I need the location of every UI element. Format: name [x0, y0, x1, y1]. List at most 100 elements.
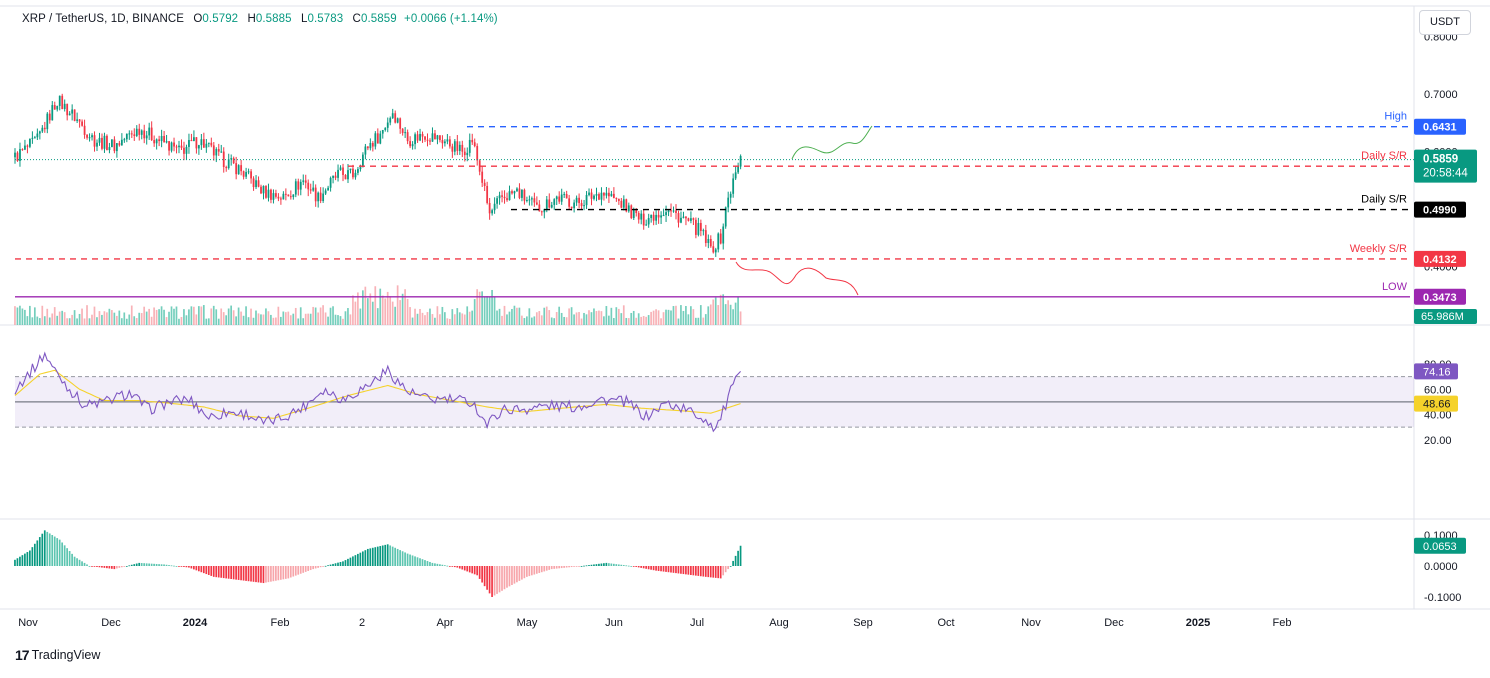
volume-bar [108, 308, 111, 325]
osc-bar [404, 552, 406, 566]
currency-button[interactable]: USDT [1419, 10, 1471, 35]
osc-bar [498, 566, 501, 593]
volume-bar [148, 308, 150, 325]
osc-bar [337, 562, 339, 566]
osc-bar [702, 566, 705, 577]
osc-bar [640, 566, 643, 568]
osc-bar [319, 566, 322, 568]
volume-bar [101, 314, 103, 325]
osc-bar [349, 557, 352, 566]
volume-bar [63, 312, 66, 325]
osc-bar [163, 564, 165, 566]
volume-bar [389, 296, 392, 325]
candle-body [113, 139, 116, 152]
candle-body [516, 188, 518, 192]
osc-tick-label: 0.0000 [1424, 561, 1458, 573]
osc-bar [98, 566, 101, 568]
candle-body [309, 189, 312, 191]
osc-bar [111, 566, 113, 569]
osc-bar [178, 566, 180, 567]
candle-body [78, 119, 81, 122]
candle-body [225, 166, 228, 169]
osc-bar [245, 566, 247, 581]
osc-bar [307, 566, 310, 571]
candle-body [14, 152, 16, 158]
candle-body [237, 165, 240, 175]
osc-bar [707, 566, 710, 578]
candle-body [260, 186, 262, 194]
volume-bar [160, 306, 163, 325]
symbol-title[interactable]: XRP / TetherUS, 1D, BINANCE [22, 13, 185, 25]
candle-body [163, 135, 165, 143]
volume-bar [647, 315, 650, 325]
osc-bar [672, 566, 675, 573]
volume-bar [292, 313, 295, 325]
volume-bar [612, 318, 615, 325]
candle-body [386, 122, 389, 128]
candle-body [337, 169, 339, 178]
osc-bar [38, 537, 41, 566]
projection-up-path [791, 125, 873, 160]
volume-bar [555, 312, 558, 325]
candle-body [354, 172, 357, 178]
volume-bar [324, 312, 327, 325]
time-tick-label: Dec [1104, 617, 1124, 629]
osc-bar [43, 530, 46, 566]
volume-bar [307, 313, 310, 325]
candle-body [51, 105, 54, 121]
osc-bar [242, 566, 245, 581]
volume-bar [446, 318, 449, 325]
osc-bar [501, 566, 503, 591]
volume-bar [406, 298, 409, 325]
volume-bar [595, 311, 598, 325]
candle-body [389, 118, 392, 123]
osc-bar [513, 566, 516, 584]
osc-bar [267, 566, 270, 583]
osc-bar [588, 565, 590, 566]
osc-bar [304, 566, 307, 572]
candle-body [441, 140, 444, 144]
candle-body [615, 197, 618, 199]
osc-bar [120, 566, 123, 568]
volume-bar [670, 310, 672, 325]
volume-bar [719, 294, 722, 325]
osc-bar [603, 563, 605, 566]
price-tick-label: 0.7000 [1424, 89, 1458, 101]
osc-bar [148, 563, 150, 566]
osc-bar [200, 566, 203, 573]
osc-bar [491, 566, 493, 597]
candle-body [81, 121, 83, 126]
osc-bar [441, 564, 444, 566]
osc-bar [503, 566, 506, 590]
candle-body [727, 197, 730, 208]
candle-body [548, 199, 551, 208]
osc-value-tag-text: 0.0653 [1423, 541, 1457, 553]
volume-bar [605, 306, 608, 325]
osc-bar [93, 566, 96, 567]
osc-bar [195, 566, 198, 571]
osc-bar [252, 566, 255, 582]
osc-bar [429, 561, 431, 566]
tradingview-logo[interactable]: 17 TradingView [15, 647, 100, 663]
volume-bar [394, 306, 397, 325]
candle-body [371, 143, 374, 147]
volume-bar [235, 316, 237, 325]
volume-bar [419, 308, 421, 325]
osc-bar [608, 563, 610, 566]
volume-bar [573, 314, 575, 325]
candle-body [466, 152, 469, 156]
osc-bar [439, 564, 441, 566]
volume-bar [521, 315, 523, 325]
volume-bar [344, 311, 347, 325]
osc-bar [528, 566, 531, 577]
volume-bar [657, 310, 660, 325]
level-price-tag-text: 0.4990 [1423, 205, 1457, 217]
volume-bar [222, 312, 225, 325]
volume-bar [120, 318, 123, 325]
volume-bar [24, 309, 26, 325]
volume-bar [26, 316, 29, 325]
volume-bar [374, 286, 377, 325]
volume-bar [255, 310, 257, 325]
candle-body [262, 185, 265, 194]
